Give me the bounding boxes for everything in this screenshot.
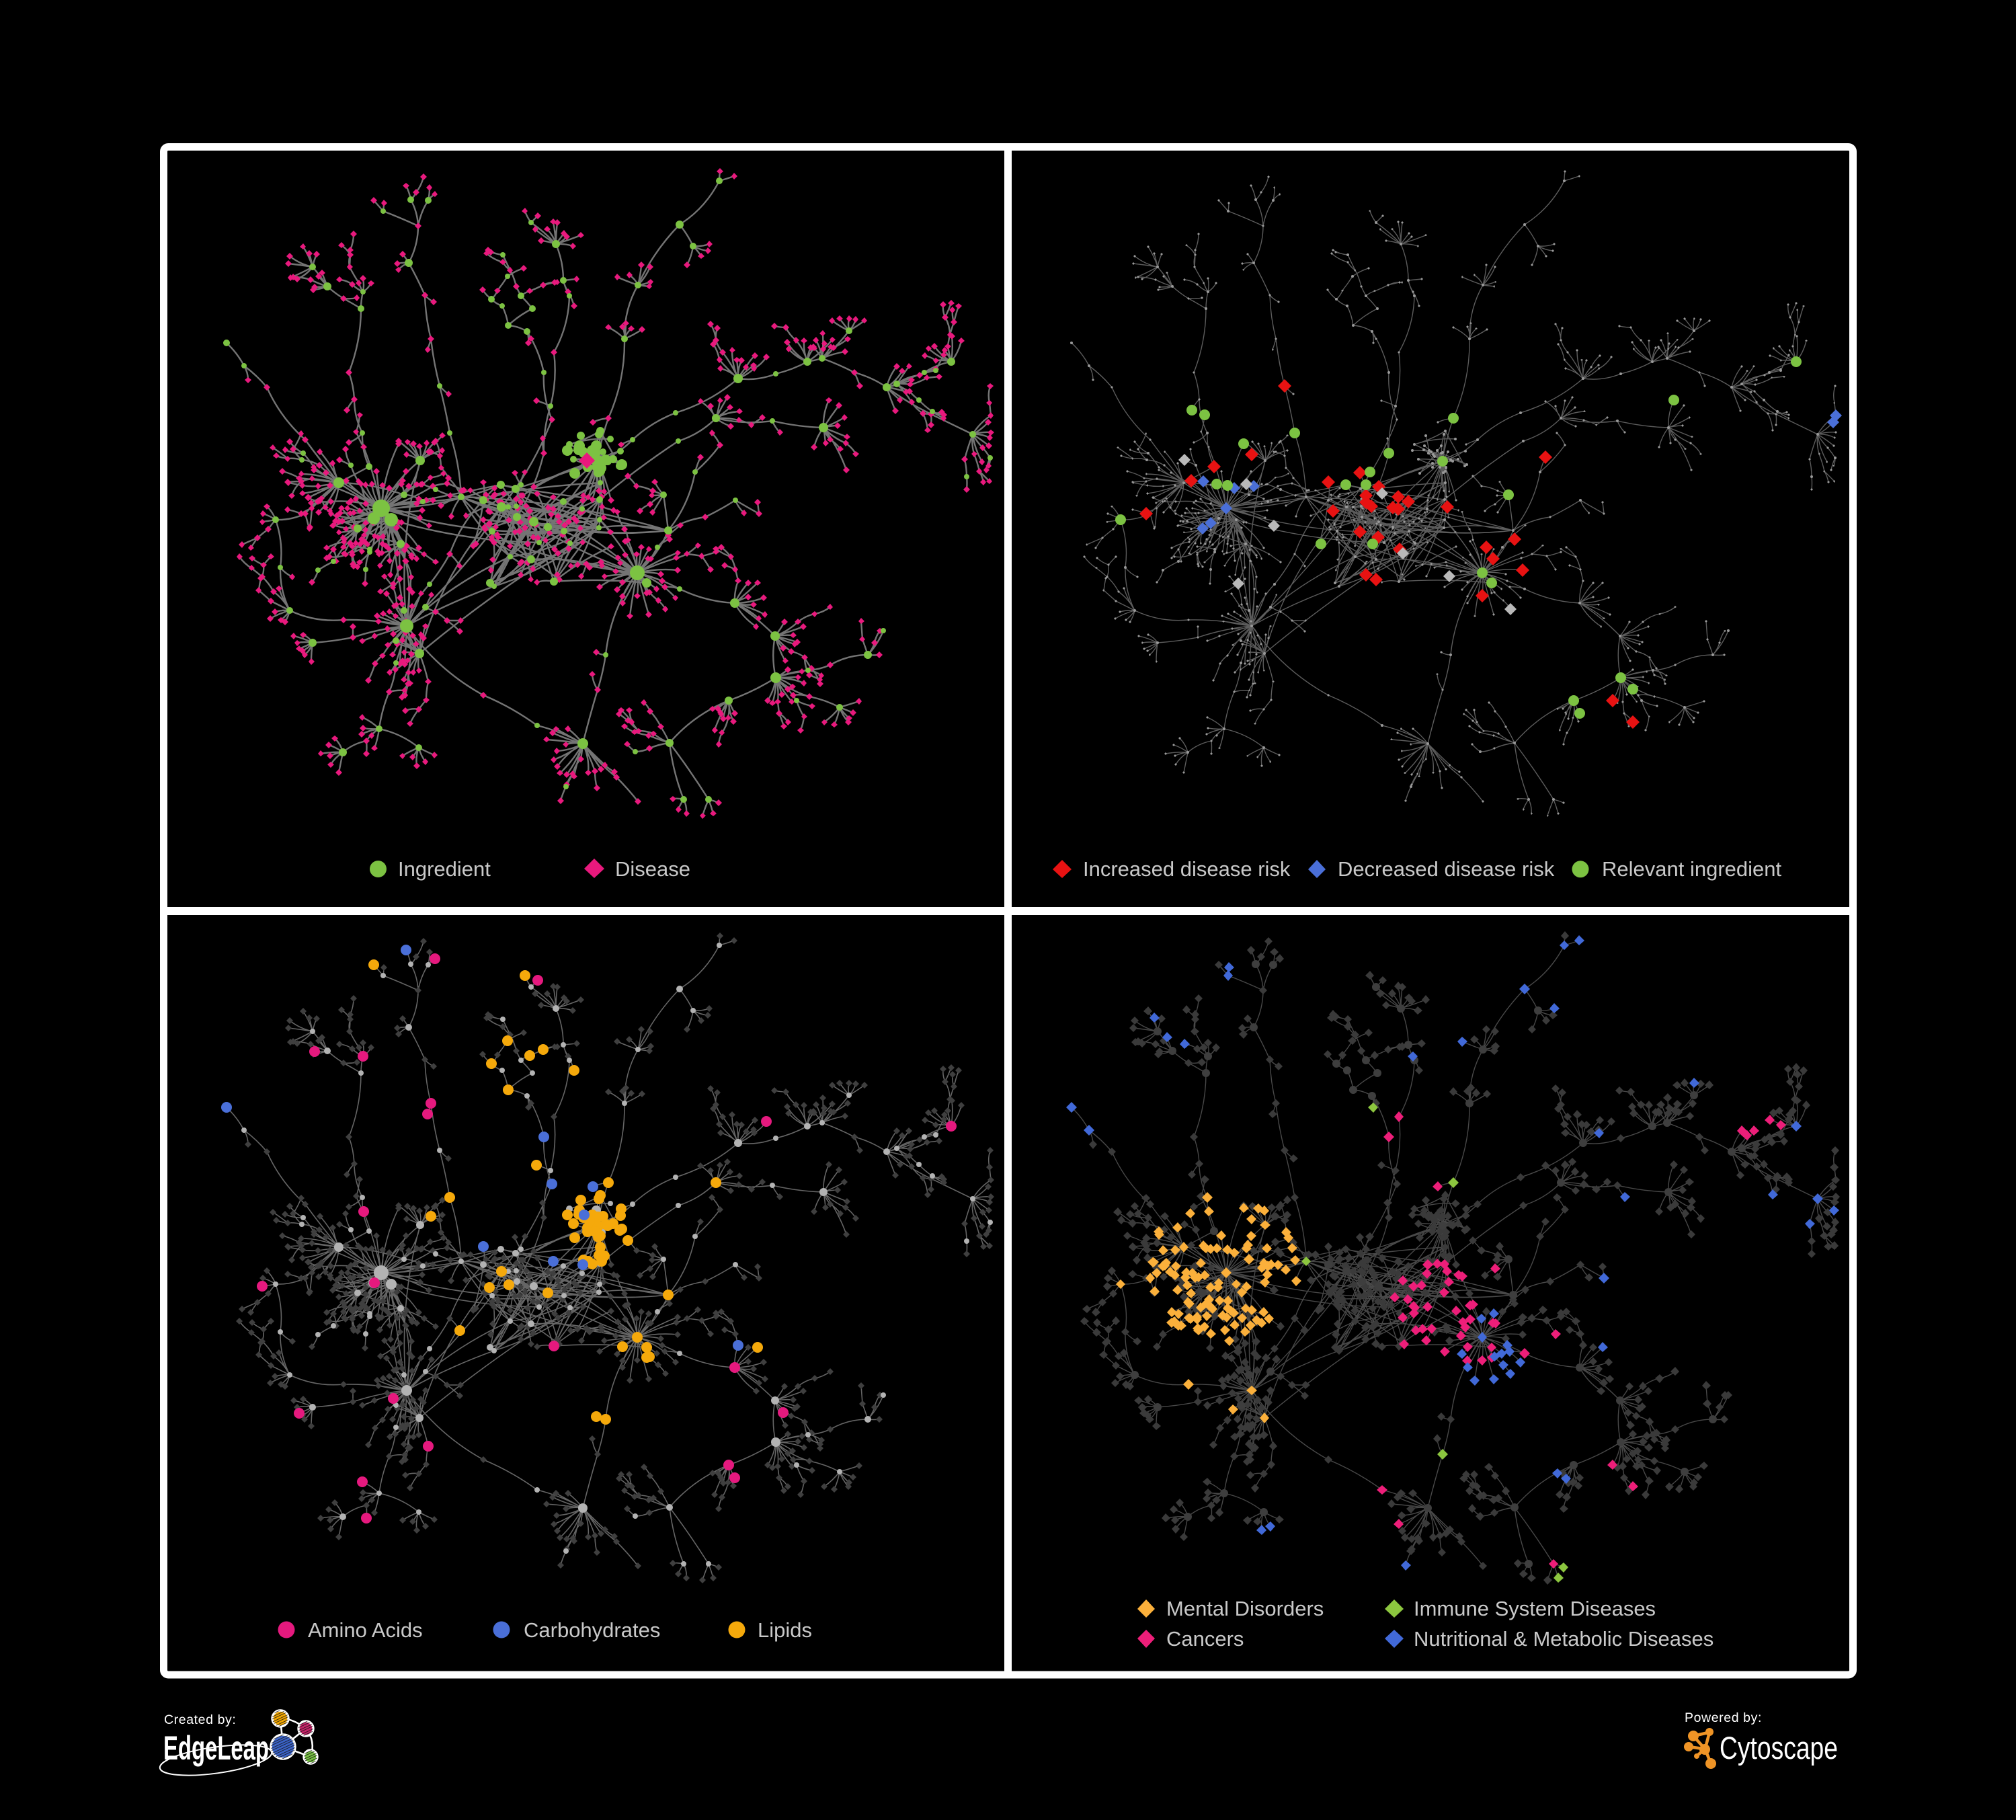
svg-text:Cancers: Cancers <box>1166 1627 1244 1651</box>
svg-text:Immune System Diseases: Immune System Diseases <box>1414 1597 1656 1620</box>
svg-text:Lipids: Lipids <box>758 1618 812 1642</box>
svg-text:Carbohydrates: Carbohydrates <box>524 1618 660 1642</box>
svg-text:Amino Acids: Amino Acids <box>308 1618 423 1642</box>
svg-text:Nutritional & Metabolic Diseas: Nutritional & Metabolic Diseases <box>1414 1627 1713 1651</box>
svg-text:Relevant ingredient: Relevant ingredient <box>1602 857 1782 881</box>
svg-text:Decreased disease risk: Decreased disease risk <box>1338 857 1555 881</box>
svg-text:EdgeLeap: EdgeLeap <box>163 1729 269 1767</box>
svg-text:Cytoscape: Cytoscape <box>1720 1730 1838 1766</box>
svg-text:Created by:: Created by: <box>164 1712 236 1727</box>
svg-text:Increased disease risk: Increased disease risk <box>1083 857 1291 881</box>
svg-text:Powered by:: Powered by: <box>1685 1710 1762 1725</box>
svg-text:Mental Disorders: Mental Disorders <box>1166 1597 1324 1620</box>
svg-text:Ingredient: Ingredient <box>398 857 491 881</box>
svg-text:Disease: Disease <box>615 857 690 881</box>
